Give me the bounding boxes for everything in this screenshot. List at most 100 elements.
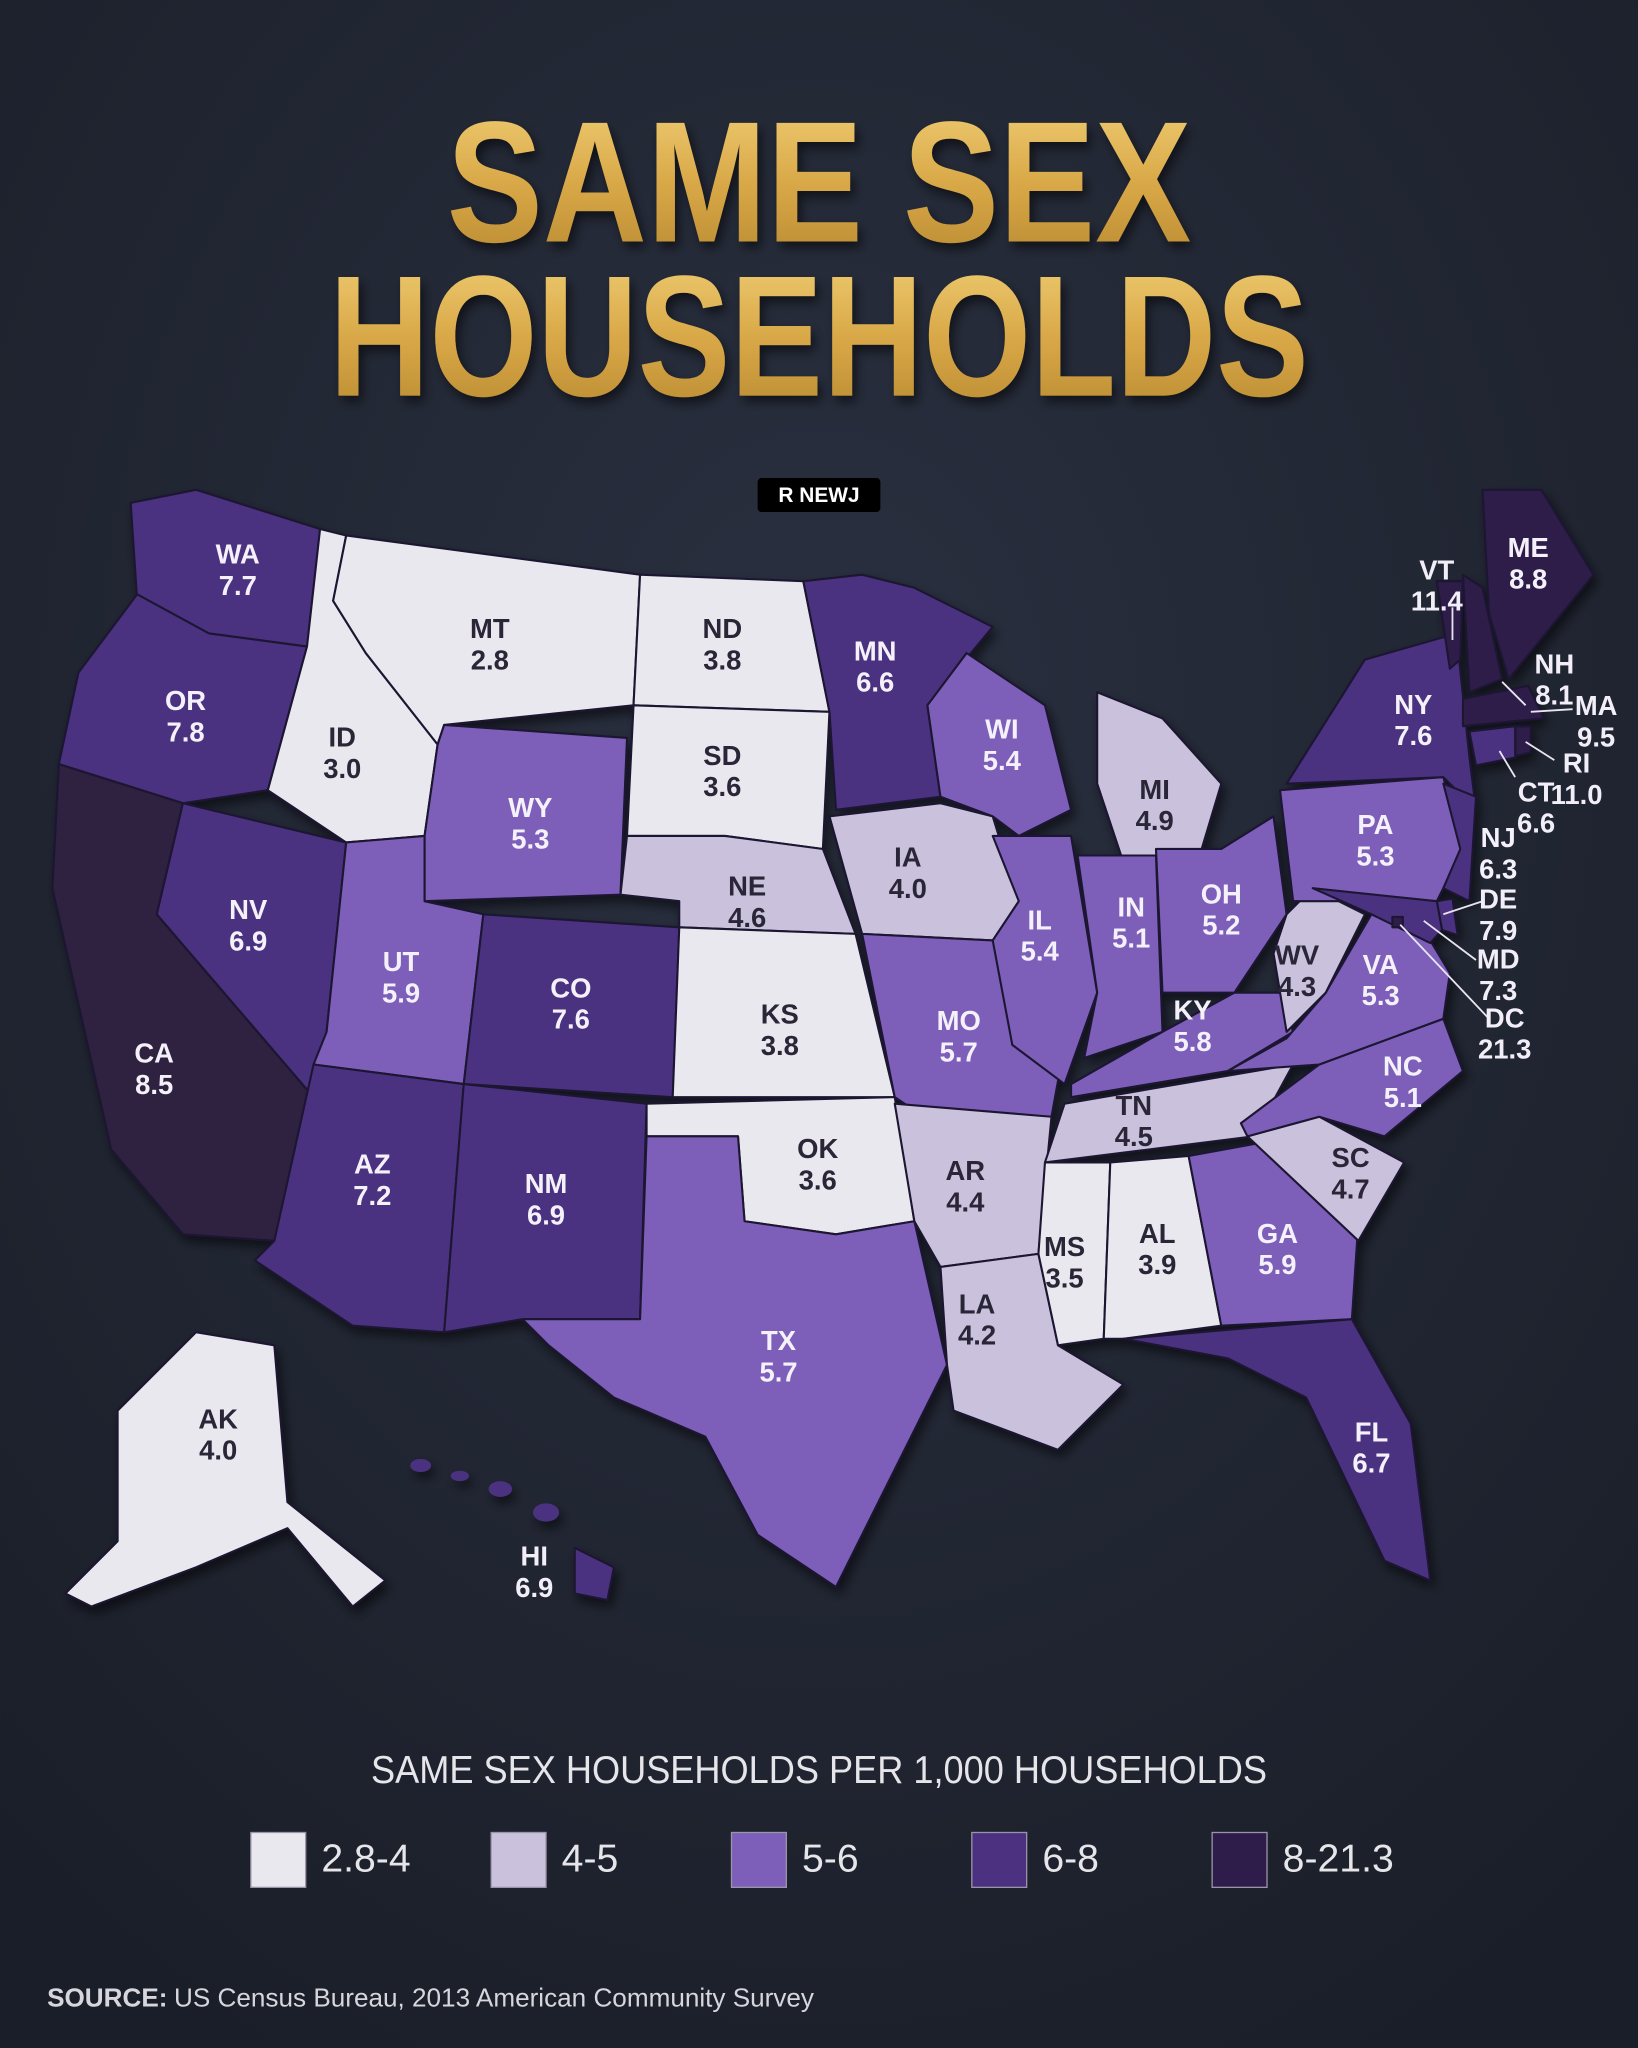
state-abbr: NV bbox=[229, 894, 268, 925]
legend-label: 8-21.3 bbox=[1283, 1838, 1394, 1881]
legend-swatch bbox=[971, 1831, 1028, 1888]
state-value: 3.6 bbox=[799, 1164, 837, 1195]
legend-swatch bbox=[730, 1831, 787, 1888]
state-abbr: MN bbox=[854, 635, 897, 666]
leader-line bbox=[1399, 924, 1490, 1020]
state-abbr: TN bbox=[1116, 1090, 1153, 1121]
state-value: 5.4 bbox=[983, 745, 1022, 776]
state-value: 4.0 bbox=[889, 873, 927, 904]
state-region bbox=[1285, 632, 1478, 811]
island bbox=[410, 1458, 432, 1472]
state-value: 4.3 bbox=[1278, 971, 1316, 1002]
state-abbr: NH bbox=[1535, 648, 1575, 679]
legend-label: 5-6 bbox=[802, 1838, 859, 1881]
state-abbr: CA bbox=[134, 1038, 174, 1069]
state-abbr: WY bbox=[508, 792, 552, 823]
state-abbr: IA bbox=[894, 842, 922, 873]
state-region bbox=[1481, 488, 1595, 681]
map bbox=[51, 488, 1595, 1608]
legend-label: 6-8 bbox=[1042, 1838, 1099, 1881]
island bbox=[532, 1503, 560, 1522]
title-line: SAME SEX bbox=[447, 85, 1191, 278]
leader-line bbox=[1443, 900, 1483, 916]
state-value: 5.1 bbox=[1112, 923, 1150, 954]
state-region bbox=[1102, 1154, 1223, 1340]
leader-line bbox=[1525, 741, 1555, 761]
state-abbr: CT bbox=[1518, 776, 1555, 807]
state-abbr: FL bbox=[1355, 1416, 1388, 1447]
state-abbr: VA bbox=[1363, 949, 1399, 980]
state-value: 3.0 bbox=[323, 753, 361, 784]
state-value: 5.2 bbox=[1202, 910, 1240, 941]
state-value: 21.3 bbox=[1478, 1034, 1531, 1065]
state-abbr: NM bbox=[525, 1168, 568, 1199]
state-abbr: NJ bbox=[1481, 822, 1516, 853]
state-value: 3.8 bbox=[761, 1030, 799, 1061]
state-region bbox=[64, 1331, 387, 1608]
state-abbr: VT bbox=[1419, 554, 1454, 585]
state-abbr: DC bbox=[1485, 1002, 1525, 1033]
state-value: 7.7 bbox=[219, 570, 257, 601]
state-region bbox=[991, 834, 1099, 1086]
state-value: 7.9 bbox=[1479, 915, 1517, 946]
state-value: 4.5 bbox=[1115, 1121, 1153, 1152]
state-abbr: MS bbox=[1044, 1231, 1085, 1262]
state-abbr: WV bbox=[1275, 940, 1320, 971]
state-value: 5.4 bbox=[1021, 936, 1060, 967]
state-value: 3.6 bbox=[703, 771, 741, 802]
island bbox=[488, 1481, 513, 1497]
state-value: 7.8 bbox=[166, 716, 204, 747]
state-abbr: NE bbox=[728, 870, 766, 901]
map-labels: WA7.7OR7.8CA8.5NV6.9ID3.0MT2.8WY5.3UT5.9… bbox=[134, 532, 1617, 1603]
state-abbr: NC bbox=[1383, 1051, 1423, 1082]
state-abbr: RI bbox=[1563, 748, 1590, 779]
state-value: 4.9 bbox=[1136, 805, 1174, 836]
state-value: 6.3 bbox=[1479, 853, 1517, 884]
state-value: 7.3 bbox=[1479, 975, 1517, 1006]
state-region bbox=[57, 593, 309, 805]
state-abbr: LA bbox=[959, 1288, 996, 1319]
state-value: 8.8 bbox=[1509, 563, 1547, 594]
state-value: 7.6 bbox=[552, 1004, 590, 1035]
state-value: 5.3 bbox=[511, 823, 549, 854]
state-abbr: AL bbox=[1139, 1218, 1176, 1249]
legend-title: SAME SEX HOUSEHOLDS PER 1,000 HOUSEHOLDS bbox=[371, 1749, 1267, 1792]
state-value: 6.9 bbox=[515, 1572, 553, 1603]
legend-swatch bbox=[490, 1831, 547, 1888]
state-region bbox=[1122, 1318, 1432, 1582]
state-value: 4.7 bbox=[1332, 1173, 1370, 1204]
brand-badge bbox=[757, 478, 881, 512]
state-abbr: TX bbox=[761, 1325, 797, 1356]
state-abbr: HI bbox=[521, 1540, 548, 1571]
state-abbr: MI bbox=[1139, 774, 1169, 805]
state-value: 2.8 bbox=[471, 644, 509, 675]
state-abbr: SC bbox=[1332, 1142, 1370, 1173]
state-abbr: IN bbox=[1117, 891, 1144, 922]
title-line: HOUSEHOLDS bbox=[329, 240, 1309, 433]
leader-line bbox=[1501, 681, 1527, 706]
legend-swatch bbox=[250, 1831, 307, 1888]
state-value: 5.3 bbox=[1356, 840, 1394, 871]
state-value: 3.8 bbox=[703, 644, 741, 675]
state-value: 4.0 bbox=[199, 1435, 237, 1466]
state-abbr: DE bbox=[1479, 883, 1517, 914]
state-region bbox=[521, 1135, 949, 1588]
leader-line bbox=[1423, 920, 1477, 961]
state-region bbox=[1461, 684, 1545, 728]
brand: R NEWJ bbox=[778, 484, 859, 507]
state-abbr: SD bbox=[703, 740, 741, 771]
state-value: 6.9 bbox=[527, 1200, 565, 1231]
state-value: 5.7 bbox=[759, 1356, 797, 1387]
state-abbr: WA bbox=[216, 539, 260, 570]
state-value: 5.1 bbox=[1384, 1082, 1422, 1113]
state-value: 5.8 bbox=[1173, 1026, 1211, 1057]
state-value: 4.2 bbox=[958, 1320, 996, 1351]
state-abbr: NY bbox=[1394, 689, 1432, 720]
state-abbr: AK bbox=[198, 1403, 238, 1434]
state-abbr: ID bbox=[329, 722, 356, 753]
state-region bbox=[828, 802, 1020, 942]
state-abbr: MO bbox=[937, 1005, 981, 1036]
state-region bbox=[1442, 782, 1478, 903]
state-abbr: OK bbox=[797, 1133, 838, 1164]
state-value: 6.7 bbox=[1352, 1448, 1390, 1479]
